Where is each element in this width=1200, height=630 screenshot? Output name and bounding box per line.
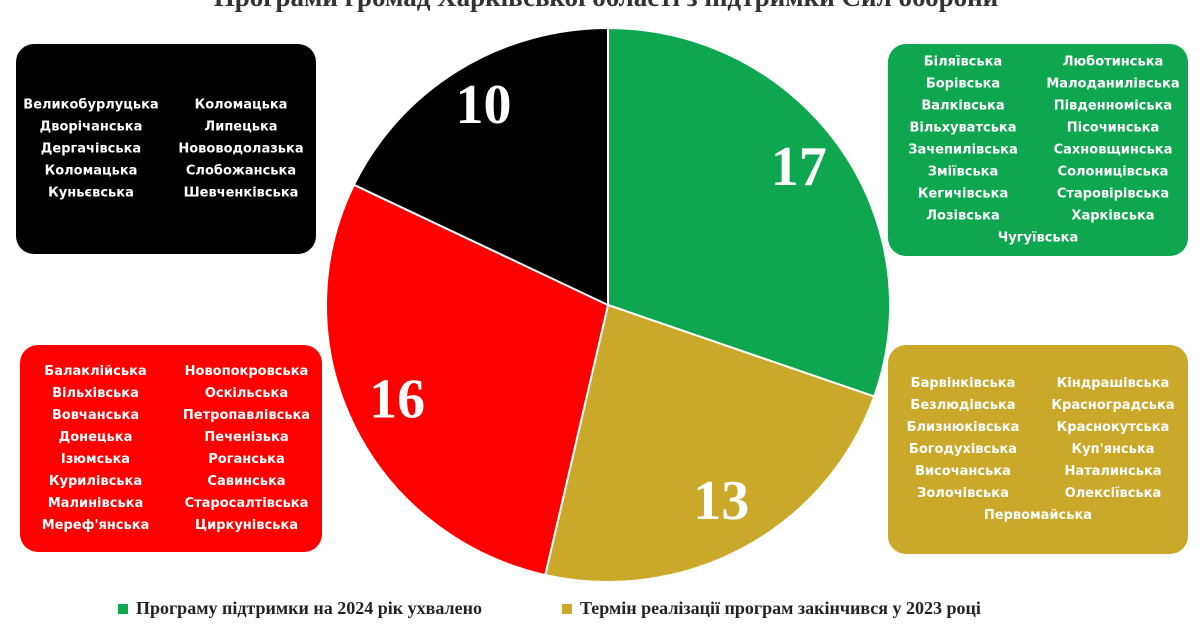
community-name: Коломацька <box>45 164 138 179</box>
slice-label: 13 <box>693 470 749 532</box>
community-name: Вовчанська <box>52 408 139 423</box>
pie-slice <box>544 303 876 583</box>
community-name: Циркунівська <box>195 518 298 533</box>
community-name: Куп'янська <box>1072 442 1155 457</box>
slice-label: 16 <box>369 369 425 431</box>
community-name: Золочівська <box>917 486 1009 501</box>
community-name: Кегичівська <box>918 187 1008 202</box>
community-name: Слобожанська <box>186 164 296 179</box>
community-name: Первомайська <box>984 508 1092 523</box>
community-name: Роганська <box>208 452 285 467</box>
community-name: Печенізька <box>204 430 288 445</box>
community-name: Близнюківська <box>907 420 1020 435</box>
legend-swatch <box>561 604 572 614</box>
community-box <box>20 345 322 552</box>
community-box <box>888 44 1188 256</box>
community-name: Люботинська <box>1063 55 1164 70</box>
community-name: Коломацька <box>195 98 288 113</box>
community-name: Липецька <box>204 120 277 135</box>
community-name: Старовірівська <box>1057 187 1169 202</box>
community-name: Малоданилівська <box>1046 77 1179 92</box>
slice-label: 17 <box>771 136 827 198</box>
community-name: Петропавлівська <box>183 408 310 423</box>
community-name: Зачепилівська <box>908 143 1018 158</box>
community-name: Борівська <box>926 77 1000 92</box>
community-name: Донецька <box>59 430 133 445</box>
community-name: Дергачівська <box>41 142 141 157</box>
community-name: Куньєвська <box>48 186 134 201</box>
community-name: Вільхівська <box>52 386 139 401</box>
community-name: Наталинська <box>1064 464 1161 479</box>
chart-title: Програми громад Харківської області з пі… <box>214 0 999 12</box>
community-name: Великобурлуцька <box>23 98 158 113</box>
community-name: Височанська <box>915 464 1011 479</box>
community-name: Курилівська <box>49 474 142 489</box>
community-name: Богодухівська <box>909 442 1017 457</box>
community-name: Балаклійська <box>44 364 146 379</box>
community-name: Кіндрашівська <box>1057 376 1170 391</box>
pie-slice <box>352 26 609 307</box>
community-name: Ізюмська <box>61 452 130 467</box>
community-name: Барвінківська <box>911 376 1016 391</box>
community-name: Шевченківська <box>184 186 299 201</box>
community-name: Солоницівська <box>1058 165 1169 180</box>
pie-slice <box>607 26 891 398</box>
community-name: Красноградська <box>1051 398 1174 413</box>
community-name: Старосалтівська <box>185 496 309 511</box>
community-name: Пісочинська <box>1067 121 1160 136</box>
community-name: Дворічанська <box>40 120 143 135</box>
community-name: Краснокутська <box>1057 420 1170 435</box>
slice-label: 10 <box>455 74 511 136</box>
community-name: Лозівська <box>926 209 1000 224</box>
community-name: Харківська <box>1071 209 1154 224</box>
legend-label: Термін реалізації програм закінчився у 2… <box>580 598 981 618</box>
community-name: Новопокровська <box>185 364 309 379</box>
community-name: Савинська <box>207 474 285 489</box>
community-name: Оскільська <box>205 386 288 401</box>
community-name: Олексіївська <box>1065 486 1162 501</box>
community-name: Вільхуватська <box>909 121 1016 136</box>
community-name: Мереф'янська <box>42 518 150 533</box>
community-name: Чугуївська <box>998 231 1078 246</box>
community-name: Валківська <box>921 99 1004 114</box>
pie-slice <box>325 183 610 577</box>
community-name: Нововодолазька <box>178 142 303 157</box>
community-name: Сахновщинська <box>1054 143 1173 158</box>
community-name: Біляївська <box>924 55 1002 70</box>
community-name: Малинівська <box>48 496 144 511</box>
legend-swatch <box>118 604 128 614</box>
legend-label: Програму підтримки на 2024 рік ухвалено <box>136 598 482 618</box>
community-name: Південноміська <box>1054 99 1172 114</box>
community-name: Безлюдівська <box>910 398 1015 413</box>
community-name: Зміївська <box>928 165 999 180</box>
community-box <box>16 44 316 254</box>
community-box <box>888 345 1188 554</box>
